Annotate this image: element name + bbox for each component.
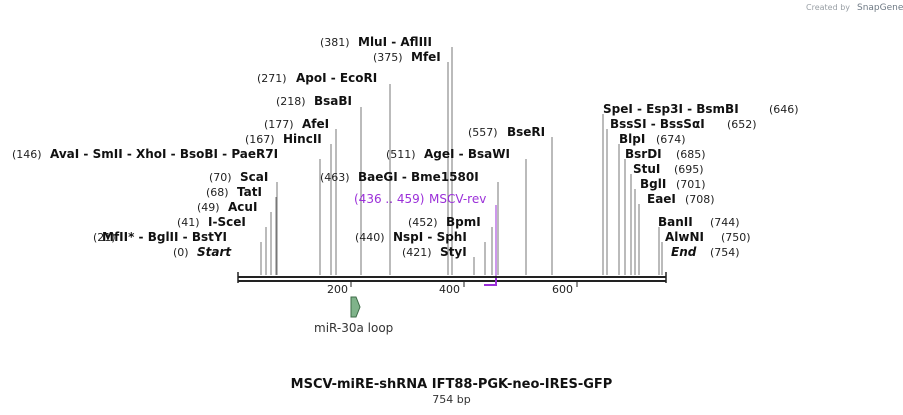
site-position: (652) — [727, 118, 757, 131]
site-name[interactable]: HincII — [283, 132, 322, 146]
site-position: (167) — [245, 133, 275, 146]
site-position: (452) — [408, 216, 438, 229]
site-name[interactable]: BseRI — [507, 125, 545, 139]
site-leader-lines — [260, 47, 663, 276]
site-position: (271) — [257, 72, 287, 85]
site-name[interactable]: BsaBI — [314, 94, 352, 108]
feature-label[interactable]: miR-30a loop — [314, 321, 393, 335]
site-position: (744) — [710, 216, 740, 229]
site-name[interactable]: BpmI — [446, 215, 481, 229]
site-position: (701) — [676, 178, 706, 191]
site-position: (674) — [656, 133, 686, 146]
site-position: (177) — [264, 118, 294, 131]
site-name[interactable]: ApoI - EcoRI — [296, 71, 377, 85]
tick-label-600: 600 — [552, 283, 573, 296]
tick-label-400: 400 — [439, 283, 460, 296]
site-position: (21) — [93, 231, 116, 244]
site-name[interactable]: AlwNI — [665, 230, 704, 244]
site-position: (68) — [206, 186, 229, 199]
site-name[interactable]: SpeI - Esp3I - BsmBI — [603, 102, 739, 116]
site-name[interactable]: BlpI — [619, 132, 645, 146]
site-position: (381) — [320, 36, 350, 49]
site-name[interactable]: AfeI — [302, 117, 329, 131]
end-position: (754) — [710, 246, 740, 259]
site-name[interactable]: BsrDI — [625, 147, 662, 161]
site-position: (49) — [197, 201, 220, 214]
site-name[interactable]: BaeGI - Bme1580I — [358, 170, 479, 184]
site-position: (511) — [386, 148, 416, 161]
map-length: 754 bp — [432, 393, 470, 406]
map-title: MSCV-miRE-shRNA IFT88-PGK-neo-IRES-GFP — [291, 377, 613, 392]
site-name[interactable]: AgeI - BsaWI — [424, 147, 510, 161]
start-position: (0) — [173, 246, 189, 259]
feature-arrow[interactable] — [350, 296, 361, 318]
site-name[interactable]: MluI - AflIII — [358, 35, 432, 49]
site-name[interactable]: StuI — [633, 162, 660, 176]
site-position: (685) — [676, 148, 706, 161]
site-name[interactable]: BglI — [640, 177, 666, 191]
site-name[interactable]: EaeI — [647, 192, 676, 206]
primer-range: (436 .. 459) — [354, 192, 424, 206]
site-position: (375) — [373, 51, 403, 64]
site-name[interactable]: BssSI - BssSαI — [610, 117, 705, 131]
primer-name[interactable]: MSCV-rev — [429, 192, 486, 206]
primer-bar[interactable] — [484, 278, 497, 286]
site-position: (463) — [320, 171, 350, 184]
site-position: (708) — [685, 193, 715, 206]
site-name[interactable]: AcuI — [228, 200, 257, 214]
site-name[interactable]: BanII — [658, 215, 693, 229]
site-position: (557) — [468, 126, 498, 139]
site-position: (750) — [721, 231, 751, 244]
site-name[interactable]: I-SceI — [208, 215, 246, 229]
credit-text: Created by — [806, 3, 850, 12]
site-position: (695) — [674, 163, 704, 176]
site-name[interactable]: NspI - SphI — [393, 230, 467, 244]
site-name[interactable]: ScaI — [240, 170, 268, 184]
site-name[interactable]: TatI — [237, 185, 262, 199]
site-name[interactable]: AvaI - SmII - XhoI - BsoBI - PaeR7I — [50, 147, 278, 161]
site-name[interactable]: StyI — [440, 245, 467, 259]
scale-ticks — [350, 281, 578, 287]
site-position: (218) — [276, 95, 306, 108]
site-position: (440) — [355, 231, 385, 244]
snapgene-brand: SnapGene — [857, 3, 903, 13]
end-label: End — [671, 245, 697, 259]
tick-label-200: 200 — [327, 283, 348, 296]
site-position: (646) — [769, 103, 799, 116]
start-label: Start — [197, 245, 232, 259]
site-position: (70) — [209, 171, 232, 184]
site-name[interactable]: MfeI — [411, 50, 441, 64]
site-name[interactable]: MfII* - BglII - BstYI — [102, 230, 227, 244]
site-position: (421) — [402, 246, 432, 259]
site-position: (41) — [177, 216, 200, 229]
site-position: (146) — [12, 148, 42, 161]
